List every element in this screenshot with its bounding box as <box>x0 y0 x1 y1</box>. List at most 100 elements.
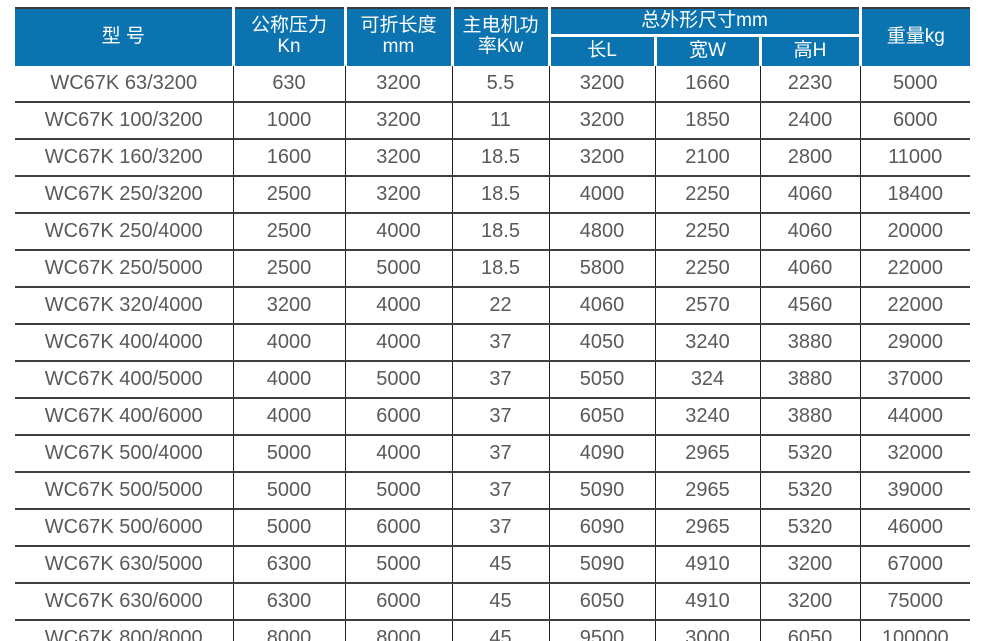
dim-height-cell: 5320 <box>759 433 860 472</box>
model-cell: WC67K 250/3200 <box>15 174 233 213</box>
motor-power-cell: 45 <box>451 618 549 641</box>
weight-cell: 67000 <box>859 544 970 583</box>
fold-length-cell: 3200 <box>344 65 452 102</box>
header-row-dimensions: 长L 宽W 高H <box>15 35 970 66</box>
motor-power-cell: 45 <box>451 544 549 583</box>
dim-length-cell: 4050 <box>548 322 655 361</box>
dim-height-cell: 3880 <box>759 359 860 398</box>
pressure-cell: 1600 <box>232 137 345 176</box>
dim-height-cell: 3880 <box>759 322 860 361</box>
pressure-cell: 6300 <box>232 544 345 583</box>
dim-length-cell: 5800 <box>548 248 655 287</box>
motor-power-cell: 5.5 <box>451 65 549 102</box>
table-row: WC67K 630/6000 6300 6000 45 6050 4910 32… <box>15 581 970 620</box>
dim-width-cell: 3240 <box>654 396 760 435</box>
motor-power-cell: 18.5 <box>451 137 549 176</box>
dim-height-cell: 4060 <box>759 248 860 287</box>
table-row: WC67K 400/4000 4000 4000 37 4050 3240 38… <box>15 322 970 361</box>
weight-cell: 100000 <box>859 618 970 641</box>
press-brake-spec-table: 型 号 公称压力 Kn 可折长度 mm 主电机功 率Kw 总外形尺寸mm 重量k… <box>15 7 970 641</box>
fold-length-cell: 5000 <box>344 544 452 583</box>
dim-length-cell: 3200 <box>548 100 655 139</box>
dim-width-cell: 4910 <box>654 581 760 620</box>
weight-cell: 75000 <box>859 581 970 620</box>
dim-length-cell: 4060 <box>548 285 655 324</box>
weight-cell: 32000 <box>859 433 970 472</box>
table-header: 型 号 公称压力 Kn 可折长度 mm 主电机功 率Kw 总外形尺寸mm 重量k… <box>15 8 970 66</box>
weight-cell: 20000 <box>859 211 970 250</box>
fold-length-cell: 4000 <box>344 433 452 472</box>
pressure-cell: 8000 <box>232 618 345 641</box>
table-row: WC67K 100/3200 1000 3200 11 3200 1850 24… <box>15 100 970 139</box>
table-row: WC67K 160/3200 1600 3200 18.5 3200 2100 … <box>15 137 970 176</box>
header-motor-power-label-line1: 主电机功 <box>462 15 539 37</box>
model-cell: WC67K 400/6000 <box>15 396 233 435</box>
dim-height-cell: 3200 <box>759 581 860 620</box>
model-cell: WC67K 400/4000 <box>15 322 233 361</box>
motor-power-cell: 37 <box>451 470 549 509</box>
fold-length-cell: 6000 <box>344 396 452 435</box>
header-fold-length-unit: mm <box>382 36 415 58</box>
motor-power-cell: 45 <box>451 581 549 620</box>
pressure-cell: 2500 <box>232 248 345 287</box>
model-cell: WC67K 320/4000 <box>15 285 233 324</box>
model-cell: WC67K 500/5000 <box>15 470 233 509</box>
fold-length-cell: 5000 <box>344 359 452 398</box>
dim-length-cell: 5090 <box>548 544 655 583</box>
dim-width-cell: 2250 <box>654 248 760 287</box>
header-overall-dimensions-group: 总外形尺寸mm <box>547 8 860 38</box>
header-dim-length: 长L <box>547 35 655 66</box>
dim-width-cell: 1850 <box>654 100 760 139</box>
header-dim-height: 高H <box>758 35 860 66</box>
motor-power-cell: 18.5 <box>451 174 549 213</box>
dim-width-cell: 2965 <box>654 433 760 472</box>
dim-height-cell: 6050 <box>759 618 860 641</box>
table-body: WC67K 63/3200 630 3200 5.5 3200 1660 223… <box>15 65 970 641</box>
dim-width-cell: 3240 <box>654 322 760 361</box>
dim-height-cell: 2400 <box>759 100 860 139</box>
weight-cell: 29000 <box>859 322 970 361</box>
dim-width-cell: 2965 <box>654 470 760 509</box>
model-cell: WC67K 630/6000 <box>15 581 233 620</box>
dim-width-cell: 3000 <box>654 618 760 641</box>
weight-cell: 22000 <box>859 285 970 324</box>
motor-power-cell: 18.5 <box>451 211 549 250</box>
model-cell: WC67K 160/3200 <box>15 137 233 176</box>
pressure-cell: 6300 <box>232 581 345 620</box>
fold-length-cell: 3200 <box>344 100 452 139</box>
header-row-main: 型 号 公称压力 Kn 可折长度 mm 主电机功 率Kw 总外形尺寸mm 重量k… <box>15 8 970 66</box>
fold-length-cell: 4000 <box>344 322 452 361</box>
motor-power-cell: 37 <box>451 507 549 546</box>
header-nominal-pressure-label: 公称压力 <box>250 15 327 37</box>
fold-length-cell: 6000 <box>344 507 452 546</box>
header-fold-length-label: 可折长度 <box>360 15 437 37</box>
pressure-cell: 5000 <box>232 433 345 472</box>
dim-length-cell: 6050 <box>548 581 655 620</box>
dim-length-cell: 3200 <box>548 65 655 102</box>
header-model: 型 号 <box>15 8 233 66</box>
fold-length-cell: 6000 <box>344 581 452 620</box>
model-cell: WC67K 500/6000 <box>15 507 233 546</box>
model-cell: WC67K 63/3200 <box>15 65 233 102</box>
dim-length-cell: 5050 <box>548 359 655 398</box>
weight-cell: 39000 <box>859 470 970 509</box>
dim-width-cell: 2570 <box>654 285 760 324</box>
weight-cell: 44000 <box>859 396 970 435</box>
dim-height-cell: 4060 <box>759 174 860 213</box>
dim-length-cell: 3200 <box>548 137 655 176</box>
dim-height-cell: 2230 <box>759 65 860 102</box>
table-row: WC67K 250/4000 2500 4000 18.5 4800 2250 … <box>15 211 970 250</box>
header-motor-power: 主电机功 率Kw <box>450 8 549 66</box>
table-row: WC67K 250/5000 2500 5000 18.5 5800 2250 … <box>15 248 970 287</box>
table-row: WC67K 500/5000 5000 5000 37 5090 2965 53… <box>15 470 970 509</box>
table-row: WC67K 400/5000 4000 5000 37 5050 324 388… <box>15 359 970 398</box>
dim-length-cell: 4000 <box>548 174 655 213</box>
weight-cell: 5000 <box>859 65 970 102</box>
header-dim-width: 宽W <box>653 35 760 66</box>
dim-height-cell: 5320 <box>759 507 860 546</box>
weight-cell: 11000 <box>859 137 970 176</box>
header-weight: 重量kg <box>858 8 970 66</box>
weight-cell: 46000 <box>859 507 970 546</box>
dim-height-cell: 3200 <box>759 544 860 583</box>
table-row: WC67K 800/8000 8000 8000 45 9500 3000 60… <box>15 618 970 641</box>
